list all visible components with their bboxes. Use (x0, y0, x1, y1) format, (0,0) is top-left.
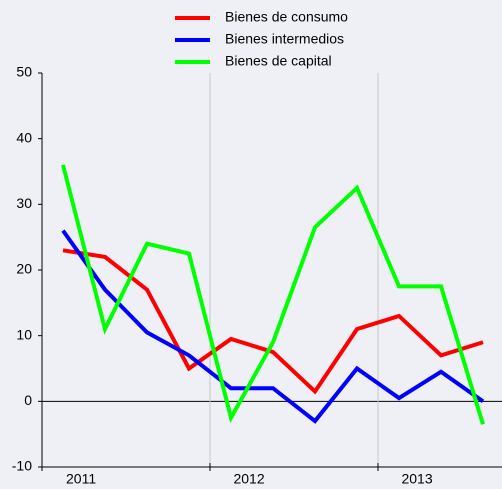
series-line (61, 164, 485, 425)
x-tick-label: 2011 (66, 471, 96, 487)
y-tick-label: 30 (16, 195, 32, 211)
y-tick-label: 40 (16, 129, 32, 145)
series-line (62, 248, 484, 395)
legend-label: Bienes de consumo (225, 9, 348, 25)
y-tick-label: 20 (16, 261, 32, 277)
y-tick-label: 50 (16, 64, 32, 80)
y-tick-label: 10 (16, 326, 32, 342)
y-tick-label: 0 (24, 392, 32, 408)
y-tick-label: -10 (12, 458, 32, 474)
legend-label: Bienes intermedios (225, 31, 344, 47)
x-tick-label: 2012 (233, 471, 264, 487)
x-tick-label: 2013 (401, 471, 432, 487)
legend-label: Bienes de capital (225, 53, 332, 69)
series-line (61, 229, 485, 424)
